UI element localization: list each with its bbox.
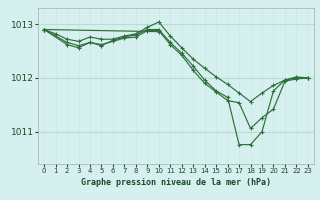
X-axis label: Graphe pression niveau de la mer (hPa): Graphe pression niveau de la mer (hPa)	[81, 178, 271, 187]
